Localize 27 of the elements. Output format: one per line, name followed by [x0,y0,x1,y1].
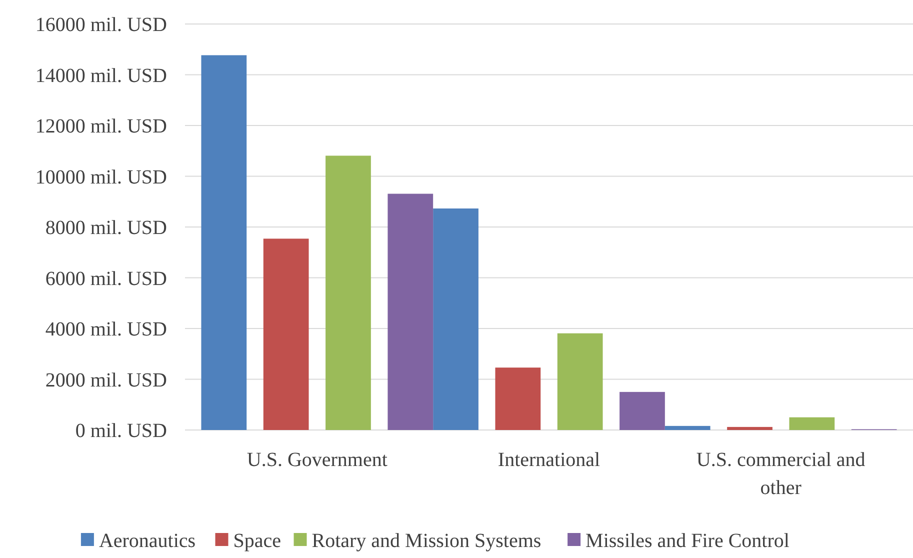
y-tick-label: 0 mil. USD [75,420,167,442]
y-tick-label: 4000 mil. USD [45,318,167,340]
x-tick-label: U.S. Government [246,449,388,471]
legend-label: Rotary and Mission Systems [312,530,542,552]
y-tick-label: 8000 mil. USD [45,217,167,239]
legend-label: Aeronautics [98,530,196,552]
bar [326,156,371,430]
bar [620,392,665,430]
legend-label: Missiles and Fire Control [586,530,790,552]
y-tick-label: 6000 mil. USD [45,268,167,290]
x-tick-label: International [498,449,601,471]
bar [433,208,478,430]
y-tick-label: 12000 mil. USD [35,116,167,138]
y-tick-label: 2000 mil. USD [45,369,167,392]
y-tick-label: 16000 mil. USD [35,14,167,36]
bar [263,238,309,430]
legend-label: Space [233,530,282,552]
bar [495,368,541,430]
y-tick-label: 14000 mil. USD [35,64,167,87]
bar [664,426,710,430]
bar [201,55,247,430]
bar [388,194,434,430]
y-tick-label: 10000 mil. USD [35,166,167,188]
bar [727,426,772,430]
bar [789,417,835,430]
x-tick-label: U.S. commercial and other [696,449,866,499]
bar [557,333,603,430]
